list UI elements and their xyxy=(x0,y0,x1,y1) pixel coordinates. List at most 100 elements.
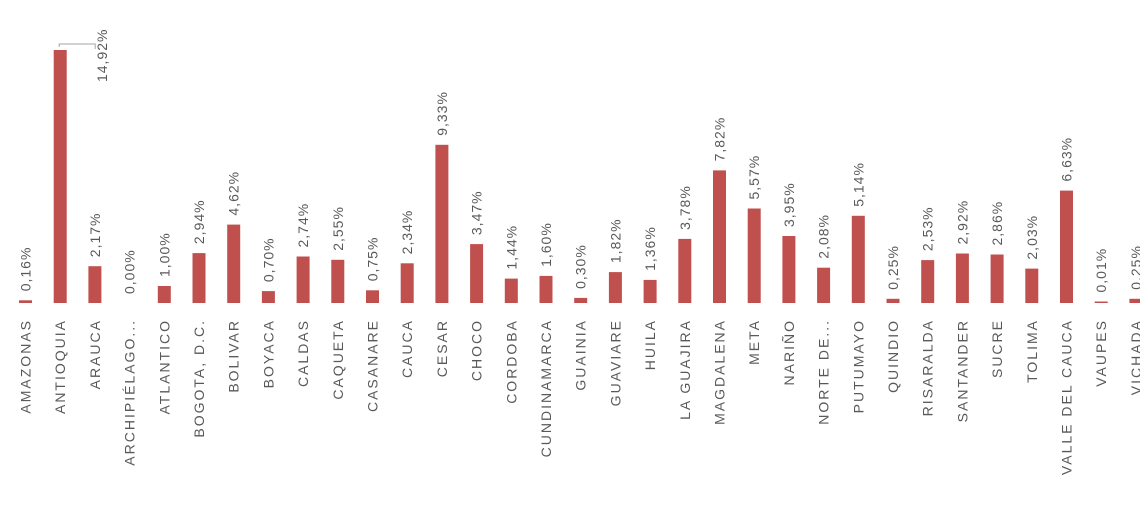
bar-atlantico xyxy=(157,286,171,303)
category-label-valle-del-cauca: VALLE DEL CAUCA xyxy=(1059,319,1075,475)
category-label-meta: META xyxy=(746,319,762,365)
category-label-narino: NARIÑO xyxy=(781,319,797,385)
category-label-cordoba: CORDOBA xyxy=(503,319,519,404)
value-label-guaviare: 1,82% xyxy=(607,218,623,263)
value-label-amazonas: 0,16% xyxy=(18,247,34,292)
category-label-santander: SANTANDER xyxy=(954,319,970,422)
category-label-arauca: ARAUCA xyxy=(87,319,103,389)
category-label-magdalena: MAGDALENA xyxy=(712,319,728,425)
bar-risaralda xyxy=(921,260,935,303)
bar-putumayo xyxy=(851,215,865,303)
value-label-quindio: 0,25% xyxy=(885,245,901,290)
category-label-sucre: SUCRE xyxy=(989,319,1005,378)
label-leader-line xyxy=(58,43,96,49)
bar-guainia xyxy=(574,297,588,303)
category-label-norte-de: NORTE DE... xyxy=(816,319,832,425)
bar-huila xyxy=(643,279,657,303)
value-label-cundinamarca: 1,60% xyxy=(538,222,554,267)
category-labels-group: AMAZONAS ANTIOQUIA ARAUCA ARCHIPIÉLAGO... AT… xyxy=(18,319,1140,475)
bars-group xyxy=(19,50,1140,303)
category-label-cesar: CESAR xyxy=(434,319,450,377)
category-label-guainia: GUAINIA xyxy=(573,319,589,391)
category-label-casanare: CASANARE xyxy=(365,319,381,412)
bar-santander xyxy=(955,253,969,303)
value-label-antioquia: 14,92% xyxy=(94,29,110,82)
category-label-archipielago: ARCHIPIÉLAGO... xyxy=(122,319,138,466)
value-label-bolivar: 4,62% xyxy=(226,171,242,216)
category-label-la-guajira: LA GUAJIRA xyxy=(677,319,693,420)
value-label-archipielago: 0,00% xyxy=(122,249,138,294)
bar-caldas xyxy=(296,256,310,303)
category-label-antioquia: ANTIOQUIA xyxy=(52,319,68,414)
bar-antioquia xyxy=(53,50,67,303)
value-label-huila: 1,36% xyxy=(642,226,658,271)
category-label-caldas: CALDAS xyxy=(295,319,311,387)
value-labels-group: 0,16% 14,92% 2,17% 0,00% 1,00% 2,94% 4,62% 0,70… xyxy=(18,29,1140,294)
value-label-cordoba: 1,44% xyxy=(503,225,519,270)
category-label-vichada: VICHADA xyxy=(1128,319,1140,395)
value-label-bogota-d-c: 2,94% xyxy=(191,199,207,244)
bar-bolivar xyxy=(227,224,241,303)
value-label-santander: 2,92% xyxy=(954,200,970,245)
bar-quindio xyxy=(886,298,900,303)
bar-valle-del-cauca xyxy=(1060,190,1073,303)
value-label-narino: 3,95% xyxy=(781,182,797,227)
bar-arauca xyxy=(88,266,102,303)
bar-vichada xyxy=(1129,298,1140,303)
bar-magdalena xyxy=(713,170,726,303)
value-label-norte-de: 2,08% xyxy=(816,214,832,259)
value-label-cauca: 2,34% xyxy=(399,210,415,255)
category-label-cundinamarca: CUNDINAMARCA xyxy=(538,319,554,457)
category-label-choco: CHOCO xyxy=(469,319,485,381)
value-label-tolima: 2,03% xyxy=(1024,215,1040,260)
category-label-atlantico: ATLANTICO xyxy=(156,319,172,415)
value-label-la-guajira: 3,78% xyxy=(677,185,693,230)
bar-vaupes xyxy=(1094,301,1108,303)
category-label-cauca: CAUCA xyxy=(399,319,415,378)
value-label-magdalena: 7,82% xyxy=(712,117,728,162)
bar-sucre xyxy=(990,254,1004,303)
category-label-amazonas: AMAZONAS xyxy=(18,319,34,414)
bar-la-guajira xyxy=(678,238,692,303)
value-label-caqueta: 2,55% xyxy=(330,206,346,251)
bar-cordoba xyxy=(504,278,518,303)
value-label-boyaca: 0,70% xyxy=(260,237,276,282)
value-label-choco: 3,47% xyxy=(469,190,485,235)
bar-norte-de xyxy=(817,267,831,303)
bar-choco xyxy=(470,244,484,303)
bar-boyaca xyxy=(261,291,275,303)
value-label-vichada: 0,25% xyxy=(1128,245,1140,290)
category-label-risaralda: RISARALDA xyxy=(920,319,936,416)
bar-casanare xyxy=(366,290,379,303)
bar-amazonas xyxy=(19,300,32,303)
category-label-guaviare: GUAVIARE xyxy=(607,319,623,406)
category-label-boyaca: BOYACA xyxy=(260,319,276,388)
value-label-valle-del-cauca: 6,63% xyxy=(1059,137,1075,182)
category-label-huila: HUILA xyxy=(642,319,658,370)
category-label-quindio: QUINDIO xyxy=(885,319,901,393)
bar-tolima xyxy=(1025,268,1039,303)
category-label-bolivar: BOLIVAR xyxy=(226,319,242,393)
category-label-bogota-d-c: BOGOTA, D.C. xyxy=(191,319,207,438)
value-label-vaupes: 0,01% xyxy=(1093,248,1109,293)
bar-guaviare xyxy=(608,272,622,303)
bar-caqueta xyxy=(331,259,345,303)
value-label-atlantico: 1,00% xyxy=(156,232,172,277)
value-label-sucre: 2,86% xyxy=(989,201,1005,246)
category-label-caqueta: CAQUETA xyxy=(330,319,346,400)
bar-cauca xyxy=(400,263,414,303)
bar-cesar xyxy=(435,144,449,303)
value-label-meta: 5,57% xyxy=(746,155,762,200)
value-label-cesar: 9,33% xyxy=(434,91,450,136)
bar-meta xyxy=(747,208,761,303)
category-label-putumayo: PUTUMAYO xyxy=(850,319,866,413)
bar-cundinamarca xyxy=(539,275,553,303)
value-label-casanare: 0,75% xyxy=(365,237,381,282)
value-label-arauca: 2,17% xyxy=(87,212,103,257)
bar-bogota-d-c xyxy=(192,253,206,303)
value-label-putumayo: 5,14% xyxy=(850,162,866,207)
value-label-caldas: 2,74% xyxy=(295,203,311,248)
category-label-vaupes: VAUPES xyxy=(1093,319,1109,387)
value-label-risaralda: 2,53% xyxy=(920,206,936,251)
